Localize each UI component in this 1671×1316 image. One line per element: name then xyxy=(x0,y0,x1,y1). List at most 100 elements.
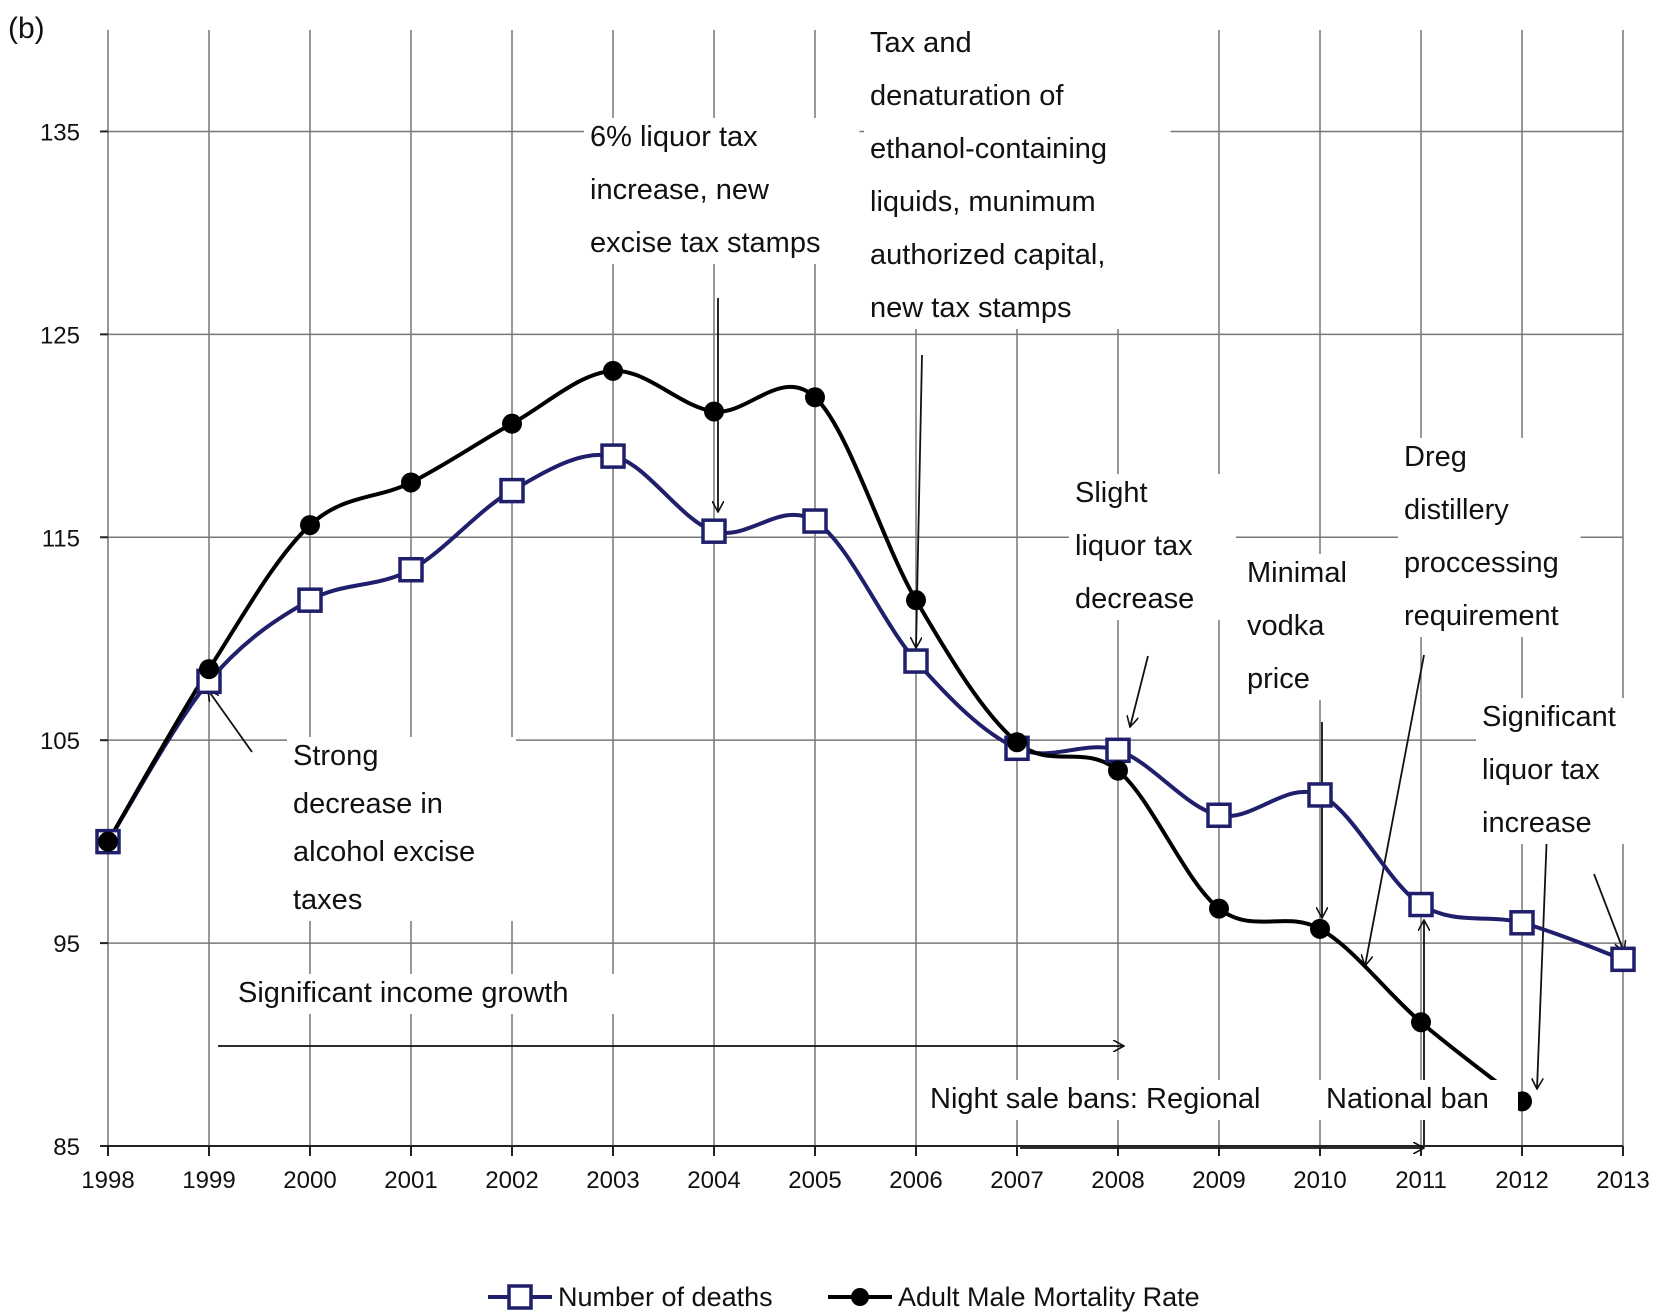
annotation-text-line: vodka xyxy=(1247,610,1325,642)
data-point-number-of-deaths xyxy=(499,477,525,504)
data-point-adult-male-mortality-rate xyxy=(1411,1012,1431,1033)
annotation-background xyxy=(232,974,647,1014)
annotation-text-line: excise tax stamps xyxy=(590,227,820,259)
data-point-adult-male-mortality-rate xyxy=(300,515,320,536)
annotation-text-line: liquor tax xyxy=(1075,530,1193,562)
x-tick-label: 2005 xyxy=(788,1167,841,1194)
x-tick-label: 1999 xyxy=(182,1167,235,1194)
annotation-text-line: alcohol excise xyxy=(293,836,475,868)
data-point-number-of-deaths xyxy=(802,508,828,534)
annotation-text-line: 6% liquor tax xyxy=(590,121,758,153)
x-tick-label: 2002 xyxy=(485,1167,538,1194)
annotation-slight-decrease: Slight liquor tax decrease xyxy=(1069,474,1236,620)
x-tick-label: 2010 xyxy=(1293,1167,1346,1194)
annotation-significant-increase: Significant liquor tax increase xyxy=(1476,698,1659,844)
arrow-slight-decrease xyxy=(1130,655,1149,727)
annotation-text-line: Strong xyxy=(293,740,378,772)
annotation-background xyxy=(1320,1080,1518,1120)
y-tick-label: 115 xyxy=(42,525,80,552)
annotation-text-line: Dreg xyxy=(1404,441,1467,473)
annotation-text-line: Significant income growth xyxy=(238,977,568,1009)
x-tick-label: 1998 xyxy=(81,1167,134,1194)
x-tick-label: 2001 xyxy=(384,1167,437,1194)
data-point-adult-male-mortality-rate xyxy=(704,401,724,422)
annotation-text-line: liquids, munimum xyxy=(870,186,1096,218)
y-tick-label: 105 xyxy=(40,728,80,755)
data-point-number-of-deaths xyxy=(1610,946,1636,973)
legend-item-number-of-deaths: Number of deaths xyxy=(488,1282,773,1312)
data-point-number-of-deaths xyxy=(1206,802,1232,829)
annotation-background xyxy=(287,737,516,921)
data-point-adult-male-mortality-rate xyxy=(1310,918,1330,939)
annotation-background xyxy=(1398,438,1581,637)
annotation-income-growth: Significant income growth xyxy=(232,974,647,1014)
x-tick-label: 2007 xyxy=(990,1167,1043,1194)
annotation-text-line: ethanol-containing xyxy=(870,133,1107,165)
legend-label: Adult Male Mortality Rate xyxy=(898,1282,1200,1312)
legend-item-adult-male-mortality-rate: Adult Male Mortality Rate xyxy=(828,1282,1200,1312)
data-point-number-of-deaths xyxy=(1509,910,1535,936)
arrow-strong-decrease xyxy=(208,690,253,753)
annotation-text-line: Slight xyxy=(1075,477,1148,509)
annotation-text-line: Significant xyxy=(1482,701,1616,733)
annotation-text-line: increase, new xyxy=(590,174,770,206)
annotation-text-line: increase xyxy=(1482,807,1592,839)
x-tick-label: 2006 xyxy=(889,1167,942,1194)
annotation-text-line: decrease in xyxy=(293,788,443,820)
arrow-significant-increase-2013 xyxy=(1593,873,1624,952)
annotation-text-line: price xyxy=(1247,663,1310,695)
data-point-number-of-deaths xyxy=(1307,782,1333,808)
annotation-background xyxy=(584,118,860,264)
annotation-text-line: liquor tax xyxy=(1482,754,1600,786)
x-tick-label: 2012 xyxy=(1495,1167,1548,1194)
data-point-adult-male-mortality-rate xyxy=(401,472,421,493)
annotation-text-line: distillery xyxy=(1404,494,1509,526)
annotation-text-line: requirement xyxy=(1404,600,1559,632)
data-point-number-of-deaths xyxy=(297,587,323,613)
data-point-adult-male-mortality-rate xyxy=(1007,732,1027,753)
annotation-night-sale-regional: Night sale bans: Regional xyxy=(924,1080,1324,1120)
x-tick-label: 2013 xyxy=(1596,1167,1649,1194)
annotation-background xyxy=(1069,474,1236,620)
annotation-background xyxy=(864,24,1171,329)
annotation-background xyxy=(1241,554,1362,700)
y-tick-label: 135 xyxy=(40,119,80,146)
annotation-text-line: new tax stamps xyxy=(870,292,1071,324)
y-tick-label: 125 xyxy=(40,322,80,349)
x-tick-label: 2003 xyxy=(586,1167,639,1194)
series-line-number-of-deaths xyxy=(106,452,1624,962)
annotation-text-line: decrease xyxy=(1075,583,1194,615)
y-tick-label: 95 xyxy=(53,931,80,958)
annotation-background xyxy=(1476,698,1659,844)
tick-labels: 85 95 105 115 125 135 1998 1999 2000 2001 2002 2003… xyxy=(40,119,1650,1194)
annotation-national-ban: National ban xyxy=(1320,1080,1518,1120)
annotation-text-line: Night sale bans: Regional xyxy=(930,1083,1260,1115)
annotation-text-line: taxes xyxy=(293,884,362,916)
data-point-number-of-deaths xyxy=(701,518,727,544)
annotation-text-line: denaturation of xyxy=(870,80,1064,112)
x-tick-label: 2004 xyxy=(687,1167,740,1194)
annotation-text-line: Minimal xyxy=(1247,557,1347,589)
data-point-adult-male-mortality-rate xyxy=(906,590,926,611)
data-point-adult-male-mortality-rate xyxy=(1108,760,1128,781)
x-tick-label: 2011 xyxy=(1395,1167,1447,1194)
annotation-text-line: authorized capital, xyxy=(870,239,1105,271)
x-tick-label: 2000 xyxy=(283,1167,336,1194)
panel-label: (b) xyxy=(8,12,45,45)
data-point-adult-male-mortality-rate xyxy=(98,831,118,852)
legend-marker-open-square xyxy=(507,1284,533,1310)
data-point-adult-male-mortality-rate xyxy=(603,360,623,381)
arrow-dreg xyxy=(1365,654,1425,966)
legend-marker-filled-circle xyxy=(851,1288,869,1306)
annotation-denaturation: Tax and denaturation of ethanol-containing… xyxy=(864,24,1171,329)
annotations: Strong decrease in alcohol excise taxes 6% l… xyxy=(232,24,1659,1120)
annotation-liquor-tax-6: 6% liquor tax increase, new excise tax sta… xyxy=(584,118,860,264)
annotation-text-line: Tax and xyxy=(870,27,972,59)
data-point-adult-male-mortality-rate xyxy=(1209,898,1229,919)
annotation-dreg: Dreg distillery proccessing requirement xyxy=(1398,438,1581,637)
data-point-number-of-deaths xyxy=(1408,891,1434,918)
series-markers xyxy=(95,360,1636,1112)
data-point-adult-male-mortality-rate xyxy=(199,659,219,680)
data-point-adult-male-mortality-rate xyxy=(805,387,825,408)
